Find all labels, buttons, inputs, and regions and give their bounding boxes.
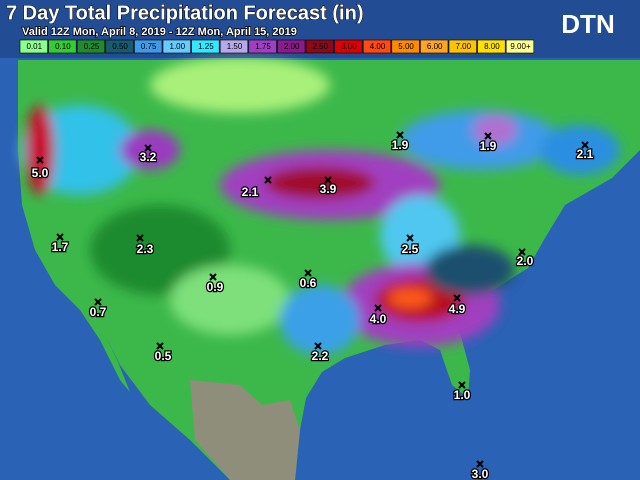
legend-label: 2.00 — [284, 42, 300, 51]
point-marker — [209, 273, 217, 281]
mexico — [190, 380, 300, 480]
point-marker — [56, 233, 64, 241]
subtitle: Valid 12Z Mon, April 8, 2019 - 12Z Mon, … — [22, 26, 297, 38]
point-marker — [314, 342, 322, 350]
point-marker — [476, 460, 484, 468]
legend-label: 0.25 — [84, 42, 100, 51]
legend-label: 0.50 — [112, 42, 128, 51]
point-value: 1.7 — [52, 240, 69, 254]
legend-swatch — [477, 39, 506, 54]
point-marker — [144, 144, 152, 152]
point-marker — [374, 304, 382, 312]
point-value: 3.9 — [320, 182, 337, 196]
legend-swatch — [191, 39, 220, 54]
point-marker — [406, 234, 414, 242]
legend-swatch — [505, 39, 535, 54]
legend-swatch — [277, 39, 306, 54]
point-value: 1.0 — [454, 388, 471, 402]
point-marker — [136, 234, 144, 242]
point-value: 3.0 — [472, 467, 489, 480]
point-value: 3.2 — [140, 150, 157, 164]
legend-label: 2.50 — [313, 42, 329, 51]
legend-label: 1.00 — [170, 42, 186, 51]
point-value: 0.9 — [207, 280, 224, 294]
legend-label: 5.00 — [398, 42, 414, 51]
legend-swatch — [105, 39, 134, 54]
point-value: 2.5 — [402, 242, 419, 256]
point-marker — [518, 248, 526, 256]
legend-swatch — [448, 39, 477, 54]
point-value: 4.9 — [449, 302, 466, 316]
logo: DTN — [561, 9, 614, 39]
point-marker — [36, 156, 44, 164]
legend-label: 1.50 — [227, 42, 243, 51]
point-value: 0.5 — [155, 349, 172, 363]
point-value: 4.0 — [370, 312, 387, 326]
point-value: 2.0 — [517, 254, 534, 268]
point-value: 0.7 — [90, 305, 107, 319]
legend-swatch — [134, 39, 163, 54]
point-marker — [156, 342, 164, 350]
point-value: 0.6 — [300, 276, 317, 290]
legend-label: 4.00 — [370, 42, 386, 51]
legend-swatch — [219, 39, 249, 54]
point-marker — [94, 298, 102, 306]
point-marker — [264, 176, 272, 184]
point-value: 2.1 — [577, 147, 594, 161]
point-value: 5.0 — [32, 166, 49, 180]
point-marker — [304, 269, 312, 277]
title: 7 Day Total Precipitation Forecast (in) — [6, 2, 363, 24]
legend-swatch — [48, 39, 77, 54]
legend-swatch — [76, 39, 106, 54]
point-value: 1.9 — [480, 139, 497, 153]
legend-swatch — [162, 39, 191, 54]
point-marker — [581, 141, 589, 149]
legend-label: 3.00 — [341, 42, 357, 51]
legend-label: 8.00 — [484, 42, 500, 51]
point-value: 2.1 — [242, 185, 259, 199]
point-value: 2.2 — [312, 349, 329, 363]
legend-label: 0.01 — [27, 42, 43, 51]
legend: 0.01 0.10 0.25 0.50 0.75 1.00 1.25 1.50 1.75 2.00… — [19, 39, 535, 54]
points: 5.0 3.2 2.1 3.9 1.9 1.9 2.1 1.7 2.3 0.9 0.6 2.5 2.0 0… — [30, 131, 595, 480]
legend-swatch — [362, 39, 392, 54]
legend-label: 0.75 — [141, 42, 157, 51]
legend-label: 0.10 — [55, 42, 71, 51]
point-marker — [453, 294, 461, 302]
legend-swatch — [305, 39, 334, 54]
legend-label: 7.00 — [456, 42, 472, 51]
point-value: 2.3 — [137, 242, 154, 256]
legend-swatch — [391, 39, 420, 54]
legend-swatch — [334, 39, 363, 54]
legend-label: 1.75 — [255, 42, 271, 51]
point-marker — [396, 131, 404, 139]
point-marker — [324, 176, 332, 184]
point-marker — [458, 381, 466, 389]
legend-swatch — [19, 39, 48, 54]
legend-swatch — [420, 39, 449, 54]
legend-swatch — [248, 39, 277, 54]
legend-label: 6.00 — [427, 42, 443, 51]
point-marker — [484, 132, 492, 140]
legend-label: 1.25 — [198, 42, 214, 51]
legend-label: 9.00+ — [510, 42, 531, 51]
point-value: 1.9 — [392, 138, 409, 152]
